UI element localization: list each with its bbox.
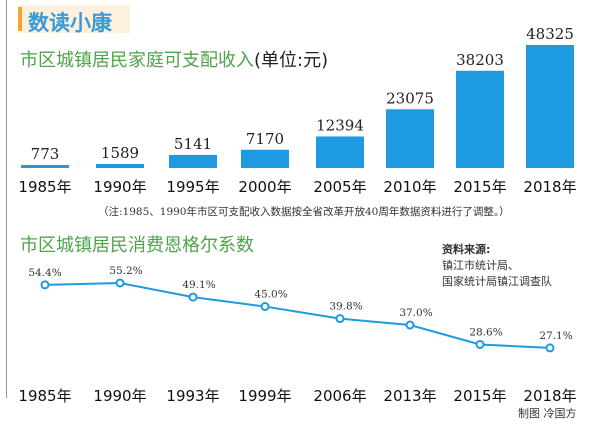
engel-value-label: 39.8% bbox=[329, 301, 362, 313]
income-year-label: 1990年 bbox=[93, 178, 146, 196]
engel-year-label: 1999年 bbox=[238, 387, 291, 405]
income-bar bbox=[386, 109, 434, 168]
income-value-label: 23075 bbox=[386, 89, 434, 107]
engel-chart-title: 市区城镇居民消费恩格尔系数 bbox=[20, 235, 254, 256]
income-value-label: 773 bbox=[31, 145, 60, 163]
engel-point bbox=[475, 339, 485, 349]
income-chart-title: 市区城镇居民家庭可支配收入(单位:元) bbox=[20, 46, 328, 72]
engel-value-label: 27.1% bbox=[539, 330, 572, 342]
credit: 制图 冷国方 bbox=[518, 407, 577, 420]
income-bar bbox=[241, 149, 289, 168]
engel-value-label: 37.0% bbox=[399, 307, 432, 319]
income-year-label: 2015年 bbox=[453, 178, 506, 196]
engel-point bbox=[40, 280, 50, 290]
income-title-text: 市区城镇居民家庭可支配收入 bbox=[20, 50, 254, 71]
engel-point bbox=[335, 314, 345, 324]
income-unit: (单位:元) bbox=[254, 50, 329, 71]
source-line: 国家统计局镇江调查队 bbox=[442, 275, 552, 288]
engel-point bbox=[188, 292, 198, 302]
income-value-label: 12394 bbox=[316, 116, 364, 134]
engel-line bbox=[44, 281, 551, 349]
engel-point bbox=[545, 343, 555, 353]
income-year-label: 2018年 bbox=[523, 178, 576, 196]
engel-year-label: 2006年 bbox=[313, 387, 366, 405]
engel-point bbox=[405, 320, 415, 330]
left-rule bbox=[6, 0, 7, 398]
income-bar bbox=[169, 154, 217, 168]
income-year-label: 1985年 bbox=[18, 178, 71, 196]
income-year-label: 2010年 bbox=[383, 178, 436, 196]
income-value-label: 38203 bbox=[456, 51, 504, 69]
engel-point bbox=[115, 278, 125, 288]
source-line: 镇江市统计局、 bbox=[442, 259, 519, 272]
engel-year-label: 1985年 bbox=[18, 387, 71, 405]
income-value-label: 7170 bbox=[246, 130, 284, 148]
engel-value-label: 54.4% bbox=[28, 267, 61, 279]
engel-point bbox=[260, 302, 270, 312]
income-note: （注:1985、1990年市区可支配收入数据按全省改革开放40周年数据资料进行了… bbox=[98, 206, 510, 218]
income-year-label: 2005年 bbox=[313, 178, 366, 196]
engel-year-label: 2015年 bbox=[453, 387, 506, 405]
source-title: 资料来源: bbox=[442, 243, 491, 256]
engel-value-label: 45.0% bbox=[254, 289, 287, 301]
income-bar bbox=[526, 45, 574, 168]
income-value-label: 1589 bbox=[101, 144, 139, 162]
income-bar bbox=[456, 70, 504, 168]
engel-year-label: 2018年 bbox=[523, 387, 576, 405]
badge-title: 数读小康 bbox=[28, 11, 112, 35]
engel-year-label: 1993年 bbox=[166, 387, 219, 405]
income-bar bbox=[316, 136, 364, 168]
income-year-label: 1995年 bbox=[166, 178, 219, 196]
income-bar bbox=[96, 163, 144, 168]
section-badge: 数读小康 bbox=[18, 5, 130, 35]
income-bar bbox=[21, 165, 69, 168]
source-block: 资料来源: 镇江市统计局、 国家统计局镇江调查队 bbox=[442, 242, 552, 290]
engel-year-label: 2013年 bbox=[383, 387, 436, 405]
engel-value-label: 28.6% bbox=[469, 326, 502, 338]
income-value-label: 5141 bbox=[174, 135, 212, 153]
income-value-label: 48325 bbox=[526, 25, 574, 43]
income-year-label: 2000年 bbox=[238, 178, 291, 196]
engel-year-label: 1990年 bbox=[93, 387, 146, 405]
engel-value-label: 55.2% bbox=[109, 265, 142, 277]
engel-value-label: 49.1% bbox=[182, 279, 215, 291]
